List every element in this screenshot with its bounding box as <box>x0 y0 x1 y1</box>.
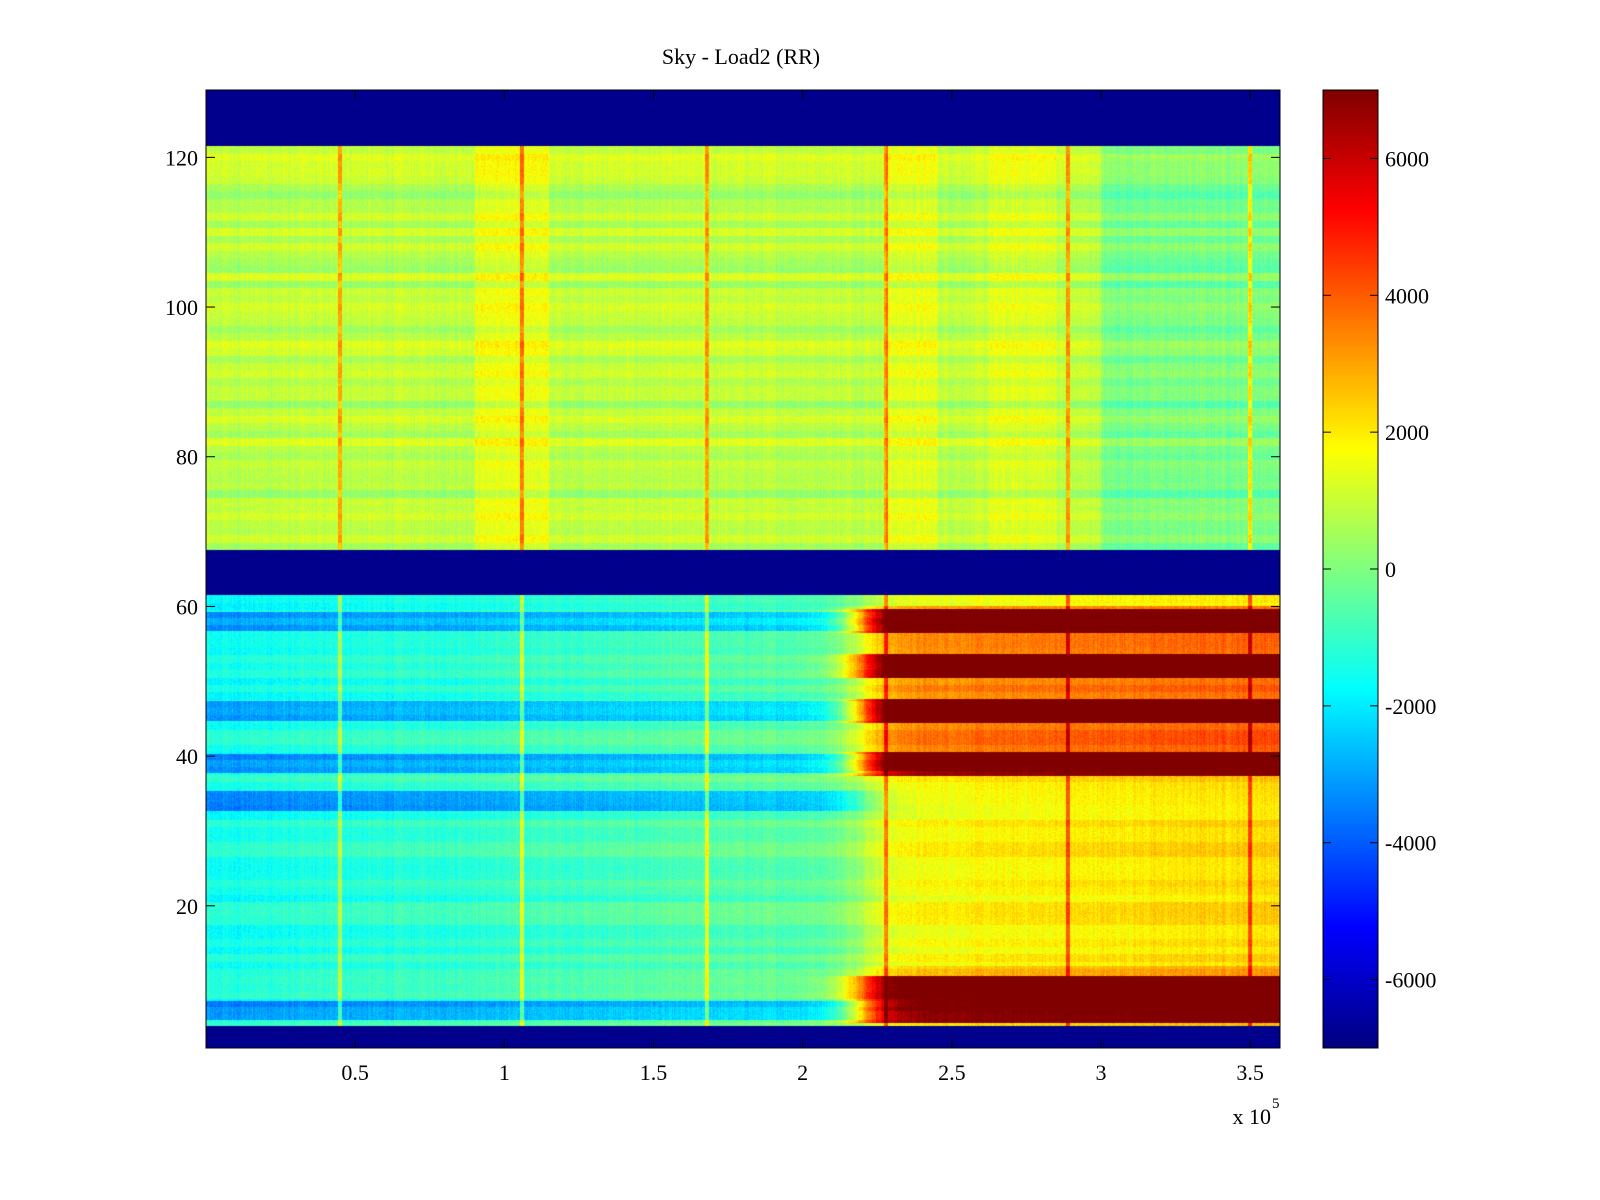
chart-title: Sky - Load2 (RR) <box>662 44 820 69</box>
x-tick-label: 1.5 <box>640 1060 668 1085</box>
y-tick-label: 20 <box>176 894 198 919</box>
x-tick-label: 0.5 <box>341 1060 369 1085</box>
x-axis: 0.5 1 1.5 2 2.5 3 3.5 <box>341 90 1264 1085</box>
plot-frame <box>205 89 1281 1049</box>
x-tick-label: 3.5 <box>1236 1060 1264 1085</box>
colorbar-axis: -6000 -4000 -2000 0 2000 4000 6000 <box>1323 146 1436 993</box>
x-exponent-power: 5 <box>1272 1096 1280 1112</box>
colorbar-tick-label: 0 <box>1385 557 1396 582</box>
x-tick-label: 2 <box>797 1060 808 1085</box>
x-tick-label: 1 <box>499 1060 510 1085</box>
colorbar-tick-label: 6000 <box>1385 146 1429 171</box>
y-tick-label: 80 <box>176 445 198 470</box>
x-tick-label: 2.5 <box>938 1060 966 1085</box>
colorbar-tick-label: -6000 <box>1385 968 1436 993</box>
y-tick-label: 40 <box>176 744 198 769</box>
colorbar-tick-label: -2000 <box>1385 694 1436 719</box>
heatmap-image <box>206 90 1280 1048</box>
x-exponent-label: x 10 <box>1233 1104 1272 1129</box>
colorbar-tick-label: 2000 <box>1385 420 1429 445</box>
y-tick-label: 120 <box>165 145 198 170</box>
colorbar-tick-label: -4000 <box>1385 831 1436 856</box>
colorbar-gradient <box>1323 90 1378 1048</box>
y-tick-label: 60 <box>176 594 198 619</box>
y-tick-label: 100 <box>165 295 198 320</box>
colorbar: -6000 -4000 -2000 0 2000 4000 6000 <box>1322 89 1436 1049</box>
x-tick-label: 3 <box>1096 1060 1107 1085</box>
colorbar-tick-label: 4000 <box>1385 283 1429 308</box>
y-axis: 20 40 60 80 100 120 <box>165 145 1280 919</box>
plot-area: 0.5 1 1.5 2 2.5 3 3.5 20 40 60 80 100 120 <box>165 89 1281 1085</box>
